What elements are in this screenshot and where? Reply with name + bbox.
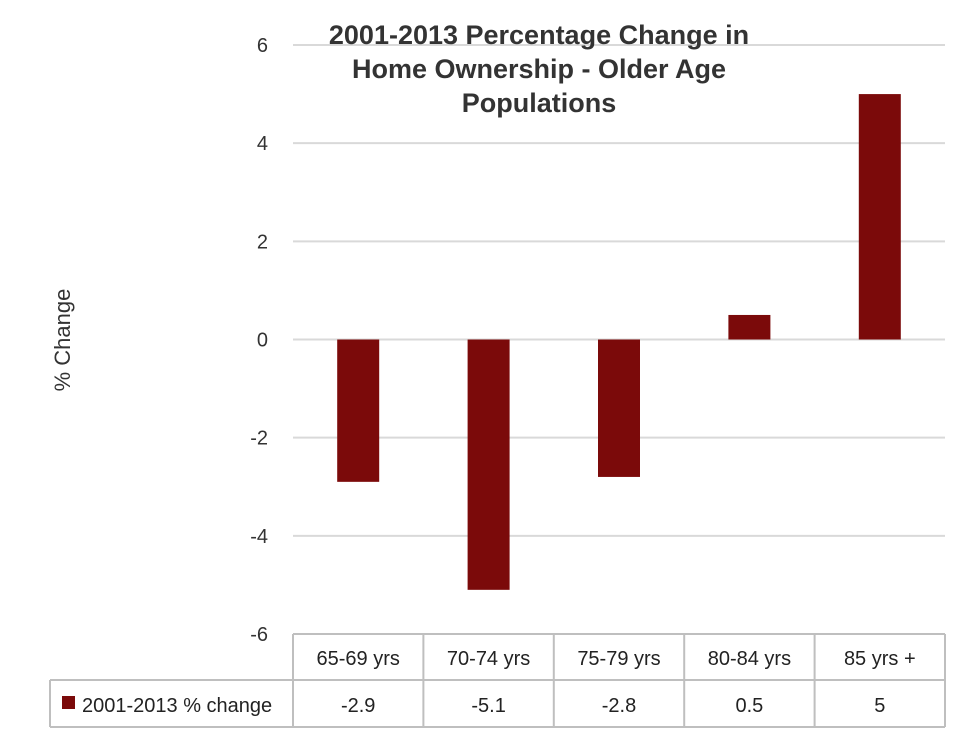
bar <box>467 339 510 590</box>
y-tick-label: 2 <box>257 231 268 253</box>
bar <box>598 339 640 477</box>
y-tick-label: -2 <box>250 428 268 450</box>
y-tick-label: -4 <box>250 526 268 548</box>
data-label: -5.1 <box>471 695 505 717</box>
data-label: 0.5 <box>735 695 763 717</box>
bar <box>728 314 771 340</box>
category-label: 75-79 yrs <box>577 648 660 670</box>
chart-title-line: 2001-2013 Percentage Change in <box>329 20 749 50</box>
data-label: -2.8 <box>602 695 636 717</box>
legend-label: 2001-2013 % change <box>82 695 272 717</box>
category-label: 85 yrs + <box>844 648 916 670</box>
y-axis-ticks: 6 4 2 0 -2 -4 -6 <box>250 35 268 646</box>
legend-swatch <box>62 696 75 709</box>
y-tick-label: 6 <box>257 35 268 57</box>
bar <box>337 339 380 482</box>
chart-title: 2001-2013 Percentage Change in Home Owner… <box>329 20 749 118</box>
y-tick-label: -6 <box>250 624 268 646</box>
chart-title-line: Home Ownership - Older Age <box>352 54 726 84</box>
category-label: 65-69 yrs <box>317 648 400 670</box>
chart-title-line: Populations <box>462 88 617 118</box>
bars <box>337 94 901 590</box>
y-tick-label: 4 <box>257 133 268 155</box>
y-tick-label: 0 <box>257 330 268 352</box>
category-label: 80-84 yrs <box>708 648 791 670</box>
bar <box>858 94 901 340</box>
data-label: 5 <box>874 695 885 717</box>
y-axis-label: % Change <box>50 289 75 392</box>
data-label: -2.9 <box>341 695 375 717</box>
data-table: 65-69 yrs -2.9 70-74 yrs -5.1 75-79 yrs -2.8 8… <box>49 633 946 728</box>
category-label: 70-74 yrs <box>447 648 530 670</box>
